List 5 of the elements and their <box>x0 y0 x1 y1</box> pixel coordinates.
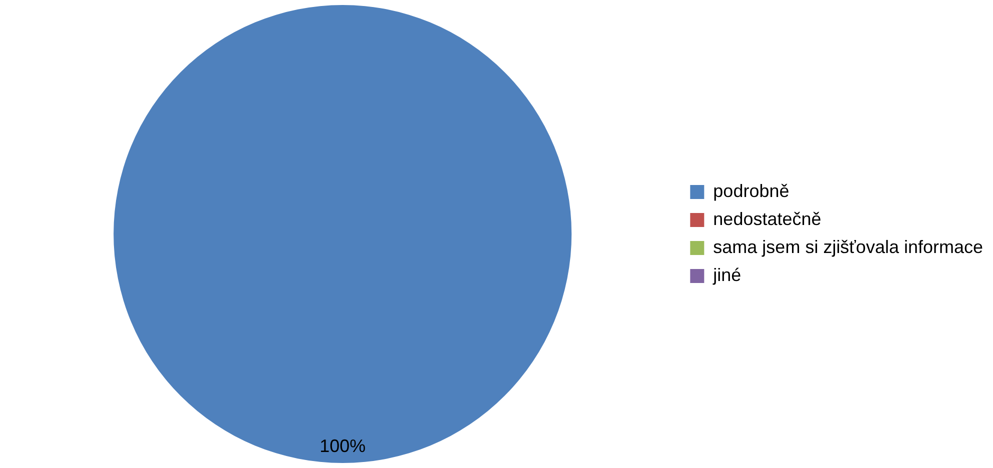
data-label: 100% <box>320 436 366 456</box>
legend-label: nedostatečně <box>713 208 822 229</box>
legend-label: sama jsem si zjišťovala informace <box>713 236 984 257</box>
legend-label: jiné <box>712 264 742 285</box>
legend-label: podrobně <box>713 180 790 201</box>
